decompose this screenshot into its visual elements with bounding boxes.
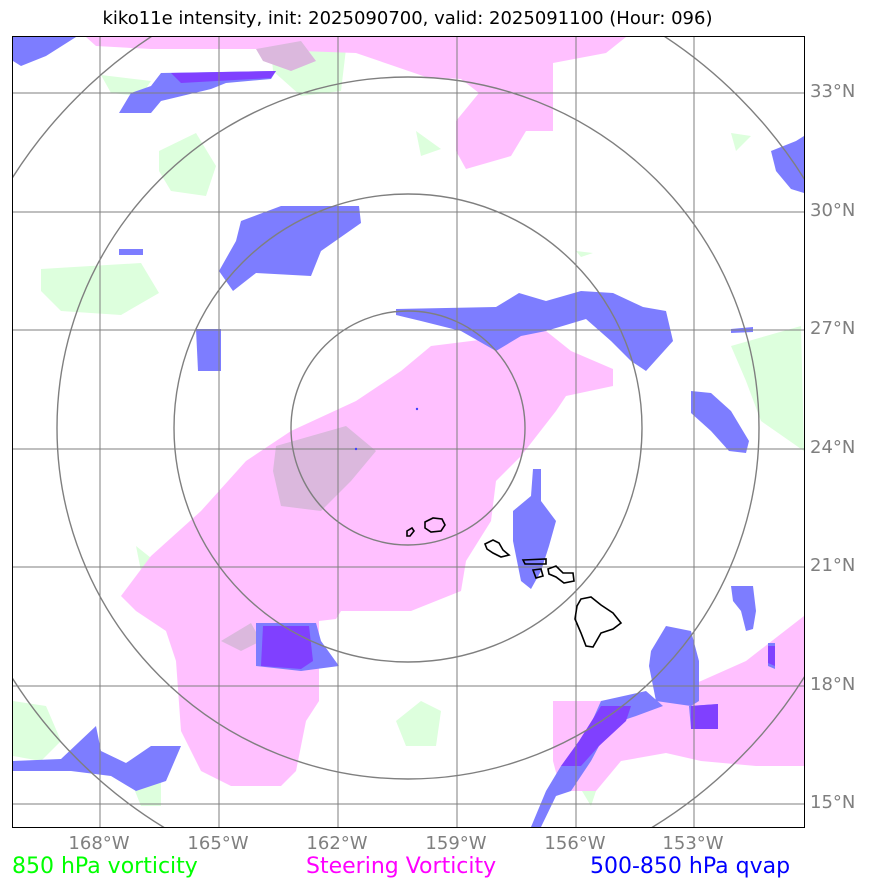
range-rings bbox=[13, 37, 804, 827]
blue-blob-14 bbox=[531, 691, 663, 827]
lon-label-153w: 153°W bbox=[662, 833, 724, 854]
lon-label-156w: 156°W bbox=[544, 833, 606, 854]
lat-label-18n: 18°N bbox=[810, 674, 856, 695]
island-hawaii bbox=[574, 596, 623, 648]
overlap-fields bbox=[221, 41, 376, 651]
blue-blob-10 bbox=[513, 469, 556, 589]
small-markers bbox=[354, 407, 419, 451]
blue-blob-1 bbox=[13, 37, 76, 66]
green-blob-6 bbox=[731, 133, 751, 151]
lat-label-27n: 27°N bbox=[810, 318, 856, 339]
lon-label-162w: 162°W bbox=[306, 833, 368, 854]
island-oahu bbox=[483, 539, 511, 558]
overlap-2 bbox=[256, 41, 316, 71]
coastlines bbox=[406, 517, 623, 648]
island-molokai bbox=[521, 558, 547, 565]
blue-blob-11 bbox=[731, 586, 756, 631]
island-lanai bbox=[531, 568, 544, 579]
map-panel bbox=[12, 36, 805, 828]
blue-blob-5 bbox=[196, 329, 221, 371]
lat-label-30n: 30°N bbox=[810, 200, 856, 221]
purple-3 bbox=[561, 706, 631, 766]
purple-2 bbox=[171, 71, 276, 83]
pink-band-main bbox=[121, 331, 613, 786]
green-blob-7 bbox=[731, 326, 804, 451]
green-blob-2 bbox=[159, 133, 216, 196]
legend-steering-vorticity: Steering Vorticity bbox=[306, 854, 497, 879]
lat-label-21n: 21°N bbox=[810, 555, 856, 576]
map-canvas bbox=[13, 37, 804, 827]
overlap-1 bbox=[273, 426, 376, 511]
blue-blob-8 bbox=[691, 391, 749, 453]
purple-1 bbox=[261, 626, 313, 669]
blue-blob-13 bbox=[649, 626, 699, 706]
blue-blob-6 bbox=[396, 291, 673, 371]
map-title: kiko11e intensity, init: 2025090700, val… bbox=[102, 8, 713, 29]
lon-label-165w: 165°W bbox=[187, 833, 249, 854]
pink-band-top bbox=[86, 37, 626, 169]
purple-overlap-fields bbox=[171, 71, 775, 766]
green-blob-9 bbox=[396, 701, 441, 746]
blue-blob-3 bbox=[219, 206, 361, 291]
graticule bbox=[13, 37, 804, 827]
purple-5 bbox=[768, 646, 775, 666]
lat-label-15n: 15°N bbox=[810, 792, 856, 813]
lat-label-33n: 33°N bbox=[810, 81, 856, 102]
blue-blob-9 bbox=[771, 136, 804, 193]
blue-blob-15 bbox=[13, 726, 181, 791]
island-maui bbox=[547, 565, 575, 584]
lat-label-24n: 24°N bbox=[810, 437, 856, 458]
lon-label-168w: 168°W bbox=[68, 833, 130, 854]
green-blob-13 bbox=[576, 251, 593, 257]
island-niihau bbox=[406, 526, 415, 537]
island-kauai bbox=[424, 517, 446, 533]
blue-blob-4 bbox=[119, 249, 143, 255]
green-blob-8 bbox=[13, 701, 61, 761]
green-blob-5 bbox=[416, 131, 441, 156]
blue-blob-2 bbox=[119, 71, 276, 113]
purple-4 bbox=[691, 704, 718, 729]
overlap-3 bbox=[221, 623, 261, 651]
legend-qvap: 500-850 hPa qvap bbox=[590, 854, 791, 879]
lon-label-159w: 159°W bbox=[425, 833, 487, 854]
legend-850-vorticity: 850 hPa vorticity bbox=[12, 854, 198, 879]
